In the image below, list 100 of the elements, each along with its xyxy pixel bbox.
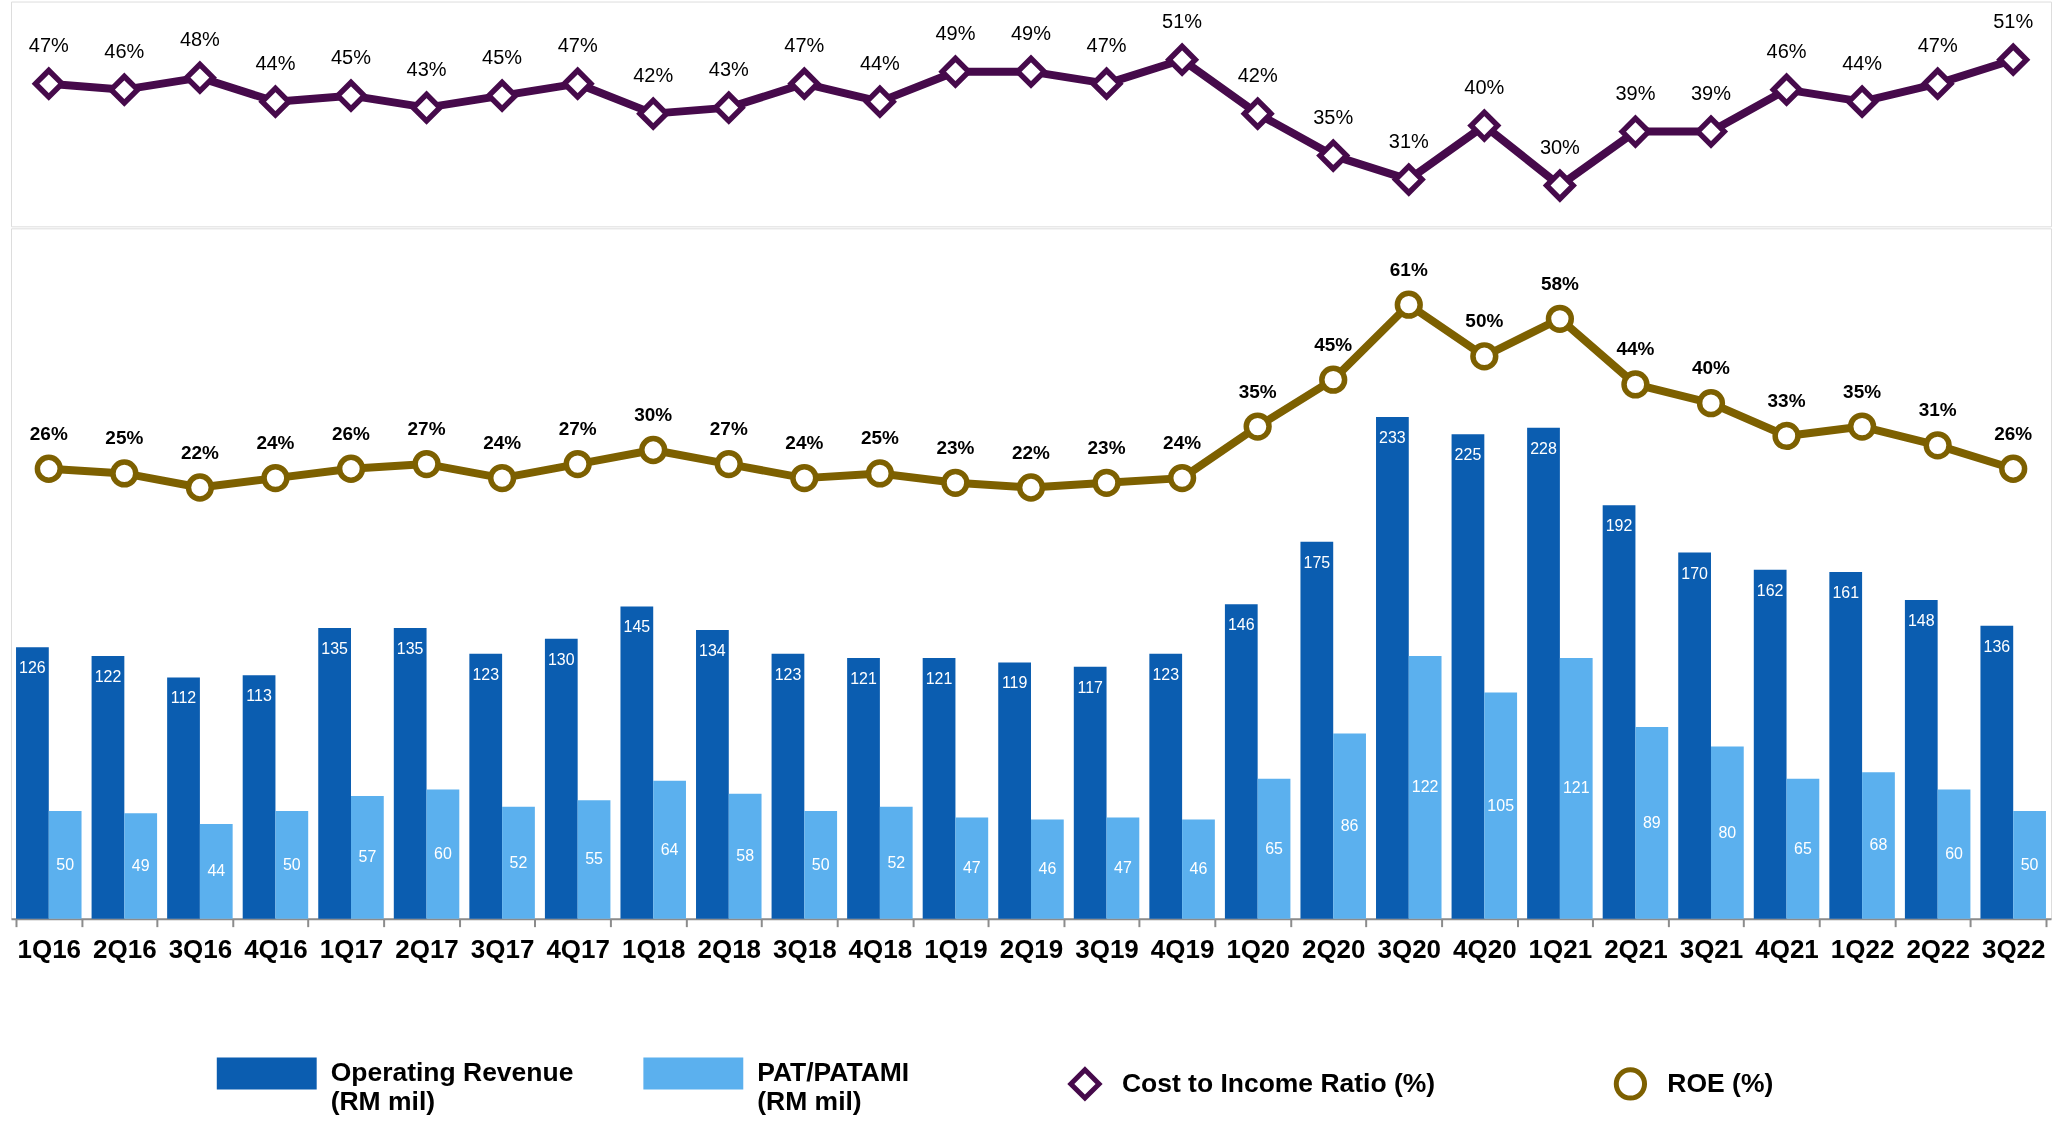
bar bbox=[502, 806, 535, 919]
data-label: 146 bbox=[1227, 616, 1255, 634]
data-label: 27% bbox=[407, 418, 446, 440]
bar bbox=[1527, 427, 1560, 919]
data-label: 48% bbox=[179, 27, 221, 50]
x-tick-label: 3Q21 bbox=[1679, 934, 1744, 965]
bar bbox=[847, 658, 880, 919]
x-tick-label: 1Q17 bbox=[319, 934, 384, 965]
point bbox=[1468, 109, 1501, 142]
bar bbox=[393, 627, 427, 919]
bar bbox=[48, 810, 82, 919]
point bbox=[34, 454, 63, 483]
point bbox=[1695, 115, 1727, 148]
bar bbox=[1862, 772, 1895, 919]
point bbox=[1847, 412, 1877, 441]
bar bbox=[1451, 434, 1485, 919]
data-label: 123 bbox=[774, 665, 802, 683]
data-label: 46% bbox=[1766, 39, 1807, 62]
x-tick-label: 2Q17 bbox=[395, 934, 459, 965]
data-label: 64 bbox=[660, 840, 679, 858]
x-tick-label: 3Q20 bbox=[1377, 934, 1442, 965]
data-label: 58% bbox=[1540, 272, 1579, 294]
data-label: 31% bbox=[1918, 399, 1957, 421]
point bbox=[110, 459, 139, 488]
data-label: 22% bbox=[1012, 441, 1051, 463]
data-label: 33% bbox=[1767, 389, 1806, 411]
data-label: 117 bbox=[1077, 678, 1104, 696]
point bbox=[1319, 365, 1348, 394]
data-label: 123 bbox=[472, 665, 500, 683]
data-label: 50 bbox=[282, 855, 301, 873]
x-tick-label: 3Q16 bbox=[168, 934, 233, 965]
data-label: 50 bbox=[811, 855, 830, 873]
x-tick-label: 3Q18 bbox=[773, 934, 837, 965]
data-label: 24% bbox=[785, 432, 824, 454]
data-label: 40% bbox=[1464, 75, 1505, 98]
data-label: 47% bbox=[784, 33, 825, 56]
data-label: 175 bbox=[1303, 553, 1331, 571]
bar bbox=[1408, 655, 1442, 919]
point bbox=[1392, 163, 1425, 196]
data-label: 228 bbox=[1530, 439, 1557, 457]
data-label: 121 bbox=[925, 670, 953, 688]
data-label: 25% bbox=[860, 427, 899, 449]
point bbox=[1770, 73, 1803, 106]
bar bbox=[577, 800, 611, 919]
data-label: 45% bbox=[1314, 333, 1353, 355]
bar bbox=[653, 780, 686, 919]
point bbox=[637, 97, 670, 130]
data-label: 233 bbox=[1379, 428, 1406, 446]
data-label: 68 bbox=[1869, 836, 1888, 854]
x-tick-label: 2Q19 bbox=[999, 934, 1064, 965]
bar bbox=[1786, 778, 1820, 919]
data-label: 50 bbox=[56, 855, 75, 873]
bar bbox=[124, 813, 158, 919]
point bbox=[790, 464, 819, 493]
data-label: 51% bbox=[1993, 9, 2034, 32]
x-tick-label: 3Q17 bbox=[470, 934, 535, 965]
point bbox=[1772, 421, 1801, 451]
x-tick-label: 3Q19 bbox=[1075, 934, 1139, 965]
bar bbox=[1333, 733, 1366, 919]
bar bbox=[1753, 569, 1787, 919]
data-label: 39% bbox=[1691, 81, 1732, 104]
data-label: 89 bbox=[1642, 813, 1661, 831]
data-label: 126 bbox=[19, 659, 46, 677]
data-label: 148 bbox=[1907, 611, 1935, 629]
point bbox=[714, 449, 743, 479]
bar bbox=[318, 627, 351, 919]
data-label: 22% bbox=[180, 441, 220, 463]
data-label: 112 bbox=[170, 689, 197, 707]
data-label: 50% bbox=[1465, 310, 1504, 332]
data-label: 55 bbox=[585, 850, 604, 868]
x-tick-label: 4Q20 bbox=[1453, 934, 1517, 965]
data-label: 47% bbox=[557, 33, 598, 56]
data-label: 46% bbox=[104, 39, 145, 62]
data-label: 43% bbox=[708, 57, 749, 80]
x-tick-label: 1Q18 bbox=[621, 934, 686, 965]
x-tick-label: 1Q22 bbox=[1830, 934, 1895, 965]
point bbox=[412, 449, 441, 479]
data-label: 135 bbox=[321, 639, 349, 657]
data-label: 23% bbox=[1087, 436, 1126, 458]
x-tick-label: 2Q18 bbox=[697, 934, 762, 965]
point bbox=[32, 67, 65, 100]
x-tick-label: 2Q21 bbox=[1604, 934, 1668, 965]
data-label: 135 bbox=[396, 639, 424, 657]
bar bbox=[469, 653, 503, 919]
bar bbox=[1937, 789, 1971, 919]
point bbox=[259, 85, 292, 118]
data-label: 27% bbox=[709, 418, 748, 440]
data-label: 162 bbox=[1756, 581, 1784, 599]
data-label: 47 bbox=[1114, 859, 1132, 877]
point bbox=[1243, 412, 1272, 441]
data-label: 130 bbox=[547, 650, 575, 668]
point bbox=[563, 449, 592, 479]
data-label: 52 bbox=[887, 853, 906, 871]
data-label: 24% bbox=[256, 432, 295, 454]
data-label: 80 bbox=[1718, 823, 1737, 841]
data-label: 47% bbox=[1917, 33, 1958, 56]
point bbox=[1923, 431, 1952, 460]
data-label: 45% bbox=[331, 45, 372, 68]
data-label: 24% bbox=[483, 432, 522, 454]
point bbox=[863, 85, 896, 118]
